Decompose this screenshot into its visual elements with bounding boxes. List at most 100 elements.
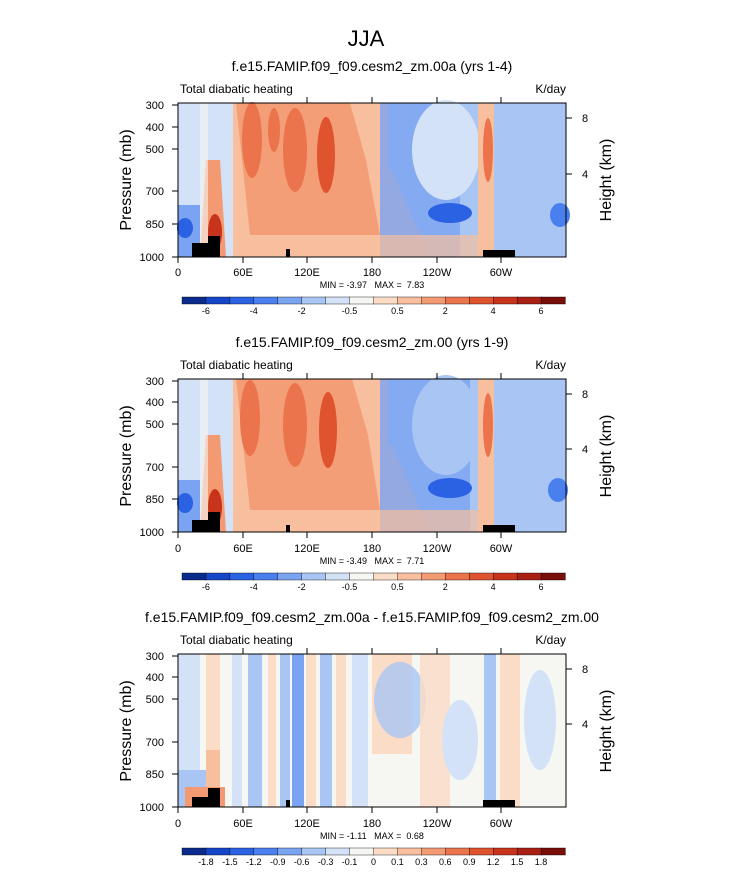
colorbar-swatch [181, 847, 207, 856]
panel-2-variable-label: Total diabatic heating [180, 358, 293, 372]
panel-1-units-label: K/day [535, 82, 566, 96]
panel-2: f.e15.FAMIP.f09_f09.cesm2_zm.00 (yrs 1-9… [118, 334, 615, 592]
colorbar-swatch [492, 296, 518, 305]
colorbar-label: -0.5 [342, 306, 358, 316]
panel-1-title: f.e15.FAMIP.f09_f09.cesm2_zm.00a (yrs 1-… [232, 58, 513, 74]
colorbar-label: 0.3 [415, 857, 428, 867]
panel-2-y-axis-title: Pressure (mb) [118, 405, 135, 506]
colorbar-swatch [540, 847, 566, 856]
panel-2-pressure-tick: 850 [146, 494, 164, 506]
panel-3-pressure-tick: 500 [146, 694, 164, 706]
panel-3-lon-tick: 60E [233, 818, 253, 830]
colorbar-label: 0.1 [391, 857, 404, 867]
colorbar-swatch [397, 296, 422, 305]
panel-2-colorbar: -6 -4 -2 -0.5 0.5 2 4 6 [181, 572, 566, 592]
colorbar-label: -2 [298, 582, 306, 592]
colorbar-label: 0.6 [439, 857, 452, 867]
colorbar-label: -1.5 [222, 857, 238, 867]
panel-2-pressure-axis: 300 400 500 700 850 1000 [140, 376, 164, 539]
colorbar-swatch [373, 847, 399, 856]
colorbar-swatch [253, 572, 279, 581]
panel-1-pressure-tick: 400 [146, 122, 164, 134]
colorbar-swatch [540, 296, 566, 305]
panel-1-pressure-axis: 300 400 500 700 850 1000 [140, 100, 164, 264]
colorbar-swatch [253, 847, 279, 856]
panel-3-pressure-axis: 300 400 500 700 850 1000 [140, 651, 164, 814]
colorbar-swatch [325, 296, 351, 305]
colorbar-label: -0.6 [294, 857, 310, 867]
figure-title: JJA [348, 26, 385, 51]
colorbar-label: -0.5 [342, 582, 358, 592]
panel-2-height-tick: 8 [582, 389, 588, 401]
panel-3-height-axis: 8 4 [582, 664, 588, 731]
panel-3-longitude-axis: 0 60E 120E 180 120W 60W [175, 818, 513, 830]
colorbar-swatch [421, 847, 446, 856]
colorbar-swatch [181, 572, 207, 581]
panel-3-lon-tick: 60W [490, 818, 513, 830]
colorbar-label: -1.2 [246, 857, 262, 867]
panel-3-pressure-tick: 400 [146, 672, 164, 684]
colorbar-swatch [205, 572, 231, 581]
panel-2-right-axis-title: Height (km) [598, 415, 615, 498]
colorbar-label: 0.9 [463, 857, 476, 867]
colorbar-swatch [373, 572, 399, 581]
colorbar-label: 1.2 [487, 857, 500, 867]
colorbar-swatch [516, 847, 542, 856]
colorbar-swatch [325, 572, 351, 581]
colorbar-label: 2 [443, 582, 448, 592]
colorbar-swatch [301, 847, 327, 856]
colorbar-swatch [349, 296, 375, 305]
colorbar-swatch [349, 572, 375, 581]
colorbar-label: 4 [491, 582, 496, 592]
colorbar-swatch [540, 572, 566, 581]
panel-1-pressure-tick: 500 [146, 144, 164, 156]
panel-2-min-max: MIN = -3.49 MAX = 7.71 [320, 556, 425, 566]
colorbar-swatch [253, 296, 279, 305]
panel-3-title: f.e15.FAMIP.f09_f09.cesm2_zm.00a - f.e15… [145, 609, 599, 625]
colorbar-swatch [325, 847, 351, 856]
panel-1-pressure-tick: 1000 [140, 252, 164, 264]
colorbar-swatch [301, 296, 327, 305]
panel-2-lon-tick: 120E [294, 543, 320, 555]
colorbar-label: -6 [202, 306, 210, 316]
panel-3-pressure-tick: 1000 [140, 802, 164, 814]
panel-1-y-axis-title: Pressure (mb) [118, 129, 135, 230]
panel-2-pressure-tick: 300 [146, 376, 164, 388]
panel-3-heatmap-field [178, 654, 566, 807]
colorbar-label: 0.5 [391, 582, 404, 592]
colorbar-swatch [229, 847, 255, 856]
panel-1-height-tick: 4 [582, 169, 588, 181]
colorbar-swatch [469, 296, 494, 305]
panel-3-pressure-tick: 850 [146, 769, 164, 781]
colorbar-label: 1.8 [535, 857, 548, 867]
colorbar-swatch [516, 572, 542, 581]
panel-1-lon-tick: 60W [490, 267, 513, 279]
colorbar-swatch [445, 296, 470, 305]
panel-1-lon-tick: 0 [175, 267, 181, 279]
colorbar-swatch [469, 572, 494, 581]
panel-3-y-axis-title: Pressure (mb) [118, 680, 135, 781]
panel-1-height-tick: 8 [582, 113, 588, 125]
panel-3-height-tick: 8 [582, 664, 588, 676]
panel-2-height-axis: 8 4 [582, 389, 588, 456]
colorbar-label: 6 [539, 306, 544, 316]
panel-1-right-axis-title: Height (km) [598, 139, 615, 222]
colorbar-swatch [301, 572, 327, 581]
panel-1-height-axis: 8 4 [582, 113, 588, 181]
panel-2-longitude-axis: 0 60E 120E 180 120W 60W [175, 543, 513, 555]
colorbar-swatch [205, 296, 231, 305]
colorbar-swatch [445, 572, 470, 581]
panel-3-right-axis-title: Height (km) [598, 690, 615, 773]
panel-1-lon-tick: 180 [363, 267, 381, 279]
colorbar-swatch [205, 847, 231, 856]
panel-3-lon-tick: 120W [423, 818, 452, 830]
colorbar-label: 0 [371, 857, 376, 867]
colorbar-swatch [469, 847, 494, 856]
panel-3-colorbar: -1.8 -1.5 -1.2 -0.9 -0.6 -0.3 -0.1 0 0.1 0.3 0.6 0.… [181, 847, 566, 867]
panel-1-lon-tick: 120W [423, 267, 452, 279]
panel-1-pressure-tick: 700 [146, 186, 164, 198]
colorbar-swatch [349, 847, 375, 856]
panel-3-units-label: K/day [535, 633, 566, 647]
panel-3: f.e15.FAMIP.f09_f09.cesm2_zm.00a - f.e15… [118, 609, 615, 867]
